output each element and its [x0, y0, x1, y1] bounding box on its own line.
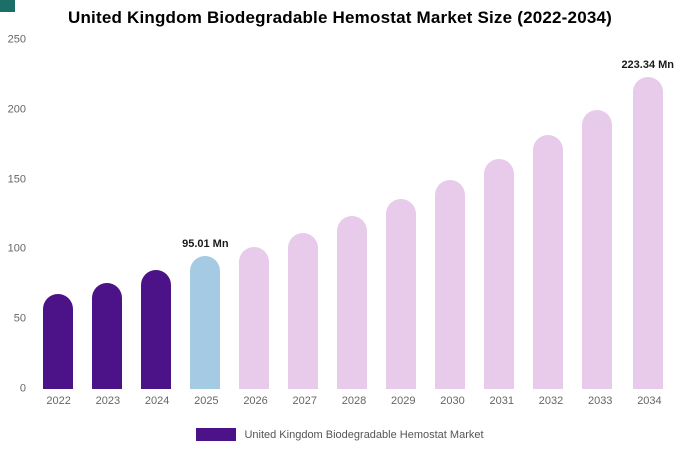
- x-tick-label: 2024: [144, 395, 170, 407]
- bar: [435, 179, 466, 389]
- x-axis: 2022 2023 2024 2025 2026 2027 2028 2029 2030 2031…: [34, 395, 674, 411]
- x-tick-label: 2029: [391, 395, 416, 407]
- y-tick-label: 50: [13, 312, 26, 325]
- bar: [386, 199, 417, 389]
- bar: [288, 232, 319, 389]
- bar: [239, 246, 270, 389]
- bar-column: [426, 40, 475, 389]
- plot-area: 95.01 Mn 223.34 Mn: [34, 40, 674, 389]
- bar: [141, 270, 172, 389]
- bar-value-label: 223.34 Mn: [621, 59, 675, 72]
- bar-column: 223.34 Mn: [621, 40, 674, 389]
- x-tick-label: 2028: [341, 395, 367, 407]
- chart-title: United Kingdom Biodegradable Hemostat Ma…: [67, 8, 613, 27]
- y-tick-label: 200: [7, 103, 26, 116]
- x-tick-label: 2027: [292, 395, 318, 407]
- bar: [484, 158, 515, 389]
- bar: [43, 294, 74, 389]
- bar-column: [475, 40, 524, 389]
- y-tick-label: 250: [7, 33, 26, 46]
- bar-column: [230, 40, 279, 389]
- bar: [581, 109, 612, 389]
- bar-column: [83, 40, 132, 389]
- legend: United Kingdom Biodegradable Hemostat Ma…: [0, 428, 680, 441]
- x-tick-label: 2033: [587, 395, 613, 407]
- bar-column: [328, 40, 377, 389]
- legend-swatch: [196, 428, 237, 441]
- bar: [92, 282, 123, 389]
- x-tick-label: 2025: [194, 395, 219, 407]
- bar-column: [132, 40, 181, 389]
- bar: [190, 256, 221, 389]
- legend-label: United Kingdom Biodegradable Hemostat Ma…: [244, 428, 484, 441]
- bar: [533, 134, 563, 389]
- bar: [632, 77, 663, 389]
- x-tick-label: 2032: [538, 395, 564, 407]
- x-tick-label: 2022: [46, 395, 71, 407]
- bar-column: [572, 40, 621, 389]
- y-axis: 0 50 100 150 200 250: [0, 34, 28, 394]
- corner-accent-decoration: [0, 0, 15, 12]
- x-tick-label: 2026: [243, 395, 268, 407]
- y-tick-label: 0: [19, 382, 26, 395]
- bar-column: [279, 40, 328, 389]
- bar-column: [34, 40, 83, 389]
- x-tick-label: 2034: [637, 395, 662, 407]
- chart-area: 0 50 100 150 200 250 95.01 Mn 223.34 Mn: [0, 34, 680, 394]
- y-tick-label: 150: [7, 173, 26, 186]
- x-tick-label: 2030: [440, 395, 465, 407]
- bar-column: [524, 40, 573, 389]
- x-tick-label: 2031: [489, 395, 514, 407]
- bar: [337, 215, 368, 389]
- bar-value-label: 95.01 Mn: [182, 238, 229, 251]
- bar-column: [377, 40, 426, 389]
- x-tick-label: 2023: [95, 395, 121, 407]
- y-tick-label: 100: [7, 242, 26, 255]
- bar-column: 95.01 Mn: [181, 40, 230, 389]
